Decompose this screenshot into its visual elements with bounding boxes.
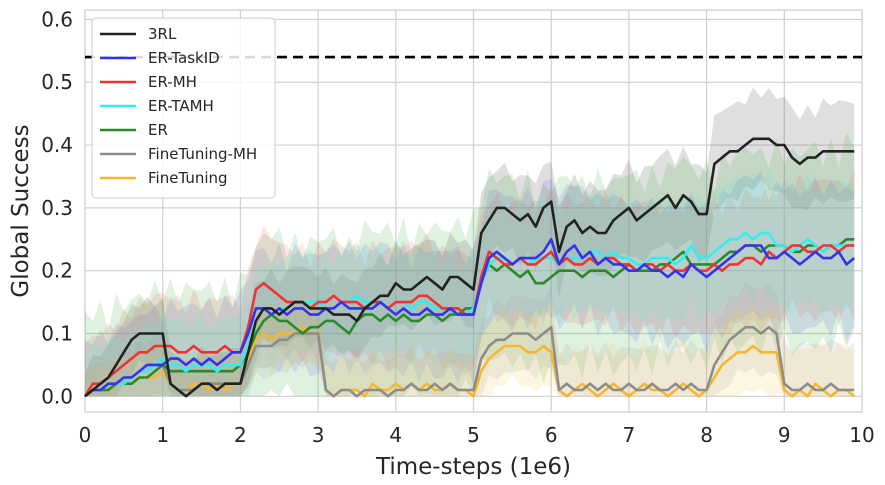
band-er-tamh: [85, 167, 855, 397]
band-finetuning-mh: [85, 281, 855, 397]
series-lines: [83, 137, 856, 398]
y-tick-label: 0.0: [41, 384, 73, 408]
x-tick-label: 6: [545, 423, 558, 447]
x-tick-label: 8: [700, 423, 713, 447]
legend-box: [91, 17, 276, 199]
grid: [84, 10, 863, 412]
y-tick-label: 0.5: [41, 70, 73, 94]
band-er: [85, 131, 855, 397]
legend-label: ER-TAMH: [148, 97, 214, 115]
y-axis-label: Global Success: [8, 124, 34, 297]
x-axis-label: Time-steps (1e6): [375, 454, 571, 480]
x-tick-label: 2: [234, 423, 247, 447]
x-tick-label: 9: [778, 423, 791, 447]
legend-label: FineTuning-MH: [148, 145, 257, 163]
legend-label: FineTuning: [148, 169, 228, 187]
y-tick-label: 0.1: [41, 321, 73, 345]
series-line-er-taskid: [84, 238, 856, 398]
y-tick-label: 0.6: [41, 7, 73, 31]
x-tick-label: 4: [389, 423, 402, 447]
x-tick-label: 10: [849, 423, 874, 447]
y-tick-labels: 0.0 0.1 0.2 0.3 0.4 0.5 0.6: [41, 7, 73, 408]
series-line-finetuning-mh: [84, 325, 855, 398]
x-tick-label: 1: [156, 423, 169, 447]
legend-label: 3RL: [148, 25, 177, 43]
x-tick-label: 7: [623, 423, 636, 447]
legend-label: ER: [148, 121, 168, 139]
x-tick-labels: 0 1 2 3 4 5 6 7 8 9 10: [79, 423, 875, 447]
legend-label: ER-TaskID: [148, 49, 220, 67]
series-line-er: [84, 238, 855, 398]
x-tick-label: 0: [79, 423, 92, 447]
x-tick-label: 5: [467, 423, 480, 447]
x-tick-label: 3: [312, 423, 325, 447]
y-tick-label: 0.2: [41, 259, 73, 283]
legend-label: ER-MH: [148, 73, 197, 91]
legend: 3RL ER-TaskID ER-MH ER-TAMH ER FineTuning-MH F…: [91, 17, 276, 199]
series-line-3rl: [84, 137, 855, 398]
series-line-er-tamh: [84, 231, 855, 398]
y-tick-label: 0.3: [41, 196, 73, 220]
y-tick-label: 0.4: [41, 133, 73, 157]
